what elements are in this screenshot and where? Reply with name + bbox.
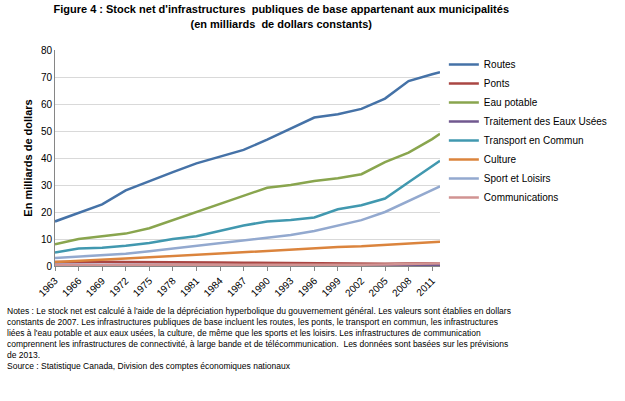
svg-text:30: 30 — [41, 180, 53, 191]
svg-text:1996: 1996 — [296, 275, 320, 299]
svg-text:60: 60 — [41, 99, 53, 110]
svg-text:20: 20 — [41, 207, 53, 218]
svg-text:Sport et Loisirs: Sport et Loisirs — [484, 173, 551, 184]
svg-text:Culture: Culture — [484, 154, 517, 165]
svg-text:Routes: Routes — [484, 59, 516, 70]
svg-text:2005: 2005 — [366, 275, 390, 299]
svg-text:1975: 1975 — [131, 275, 155, 299]
svg-text:1987: 1987 — [225, 275, 249, 299]
svg-text:Ponts: Ponts — [484, 78, 510, 89]
svg-text:Notes : Le stock net est calcu: Notes : Le stock net est calculé à l'aid… — [7, 306, 511, 371]
svg-text:1993: 1993 — [272, 275, 296, 299]
svg-text:10: 10 — [41, 234, 53, 245]
svg-text:1999: 1999 — [319, 275, 343, 299]
svg-text:1966: 1966 — [60, 275, 84, 299]
svg-text:1972: 1972 — [107, 275, 131, 299]
svg-text:Transport en Commun: Transport en Commun — [484, 135, 584, 146]
svg-text:1978: 1978 — [154, 275, 178, 299]
svg-text:50: 50 — [41, 126, 53, 137]
svg-text:80: 80 — [41, 45, 53, 56]
svg-text:40: 40 — [41, 153, 53, 164]
svg-text:1981: 1981 — [178, 275, 202, 299]
svg-text:Communications: Communications — [484, 192, 558, 203]
svg-text:Figure 4 : Stock net d'infrast: Figure 4 : Stock net d'infrastructures p… — [53, 3, 509, 29]
svg-text:Traitement des Eaux Usées: Traitement des Eaux Usées — [484, 116, 607, 127]
svg-text:1984: 1984 — [201, 275, 225, 299]
svg-text:0: 0 — [46, 261, 52, 272]
svg-text:Eau potable: Eau potable — [484, 97, 538, 108]
svg-text:2011: 2011 — [414, 275, 437, 298]
svg-text:2008: 2008 — [390, 275, 414, 299]
svg-text:En milliards de dollars: En milliards de dollars — [22, 99, 34, 216]
svg-text:70: 70 — [41, 72, 53, 83]
svg-text:1963: 1963 — [36, 275, 60, 299]
svg-text:1990: 1990 — [249, 275, 273, 299]
svg-text:2002: 2002 — [343, 275, 367, 299]
svg-text:1969: 1969 — [84, 275, 108, 299]
